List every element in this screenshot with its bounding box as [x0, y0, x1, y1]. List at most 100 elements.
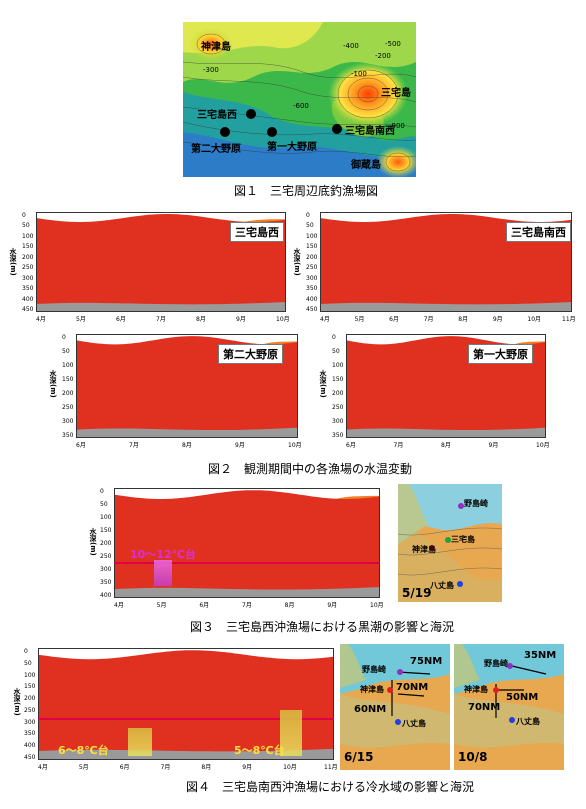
y-tick-label: 100	[306, 232, 318, 240]
miyake-nansei-marker	[332, 124, 342, 134]
x-tick-label: 11月	[562, 316, 576, 323]
y-tick-label: 200	[306, 253, 318, 261]
y-tick-label: 150	[62, 376, 74, 383]
panel-title: 三宅島南西	[506, 222, 571, 242]
y-tick-label: 200	[24, 695, 36, 703]
miyake-nishi-marker	[246, 109, 256, 119]
fig4-ocean-map-10-8: 野島崎 神津島 八丈島 35NM 50NM 70NM 10/8	[454, 644, 564, 770]
y-tick-label: 150	[332, 376, 344, 383]
y-tick-label: 100	[62, 362, 74, 369]
temperature-band	[36, 214, 286, 312]
temperature-section-svg	[76, 334, 298, 438]
contour-label-600: -600	[293, 102, 309, 110]
x-tick-label: 8月	[458, 316, 469, 323]
x-tick-label: 5月	[76, 316, 86, 323]
y-tick-label: 350	[24, 730, 36, 738]
cold-arrow-right	[280, 710, 302, 756]
x-tick-label: 9月	[235, 442, 245, 449]
x-tick-label: 4月	[320, 316, 330, 323]
x-tick-label: 7月	[242, 602, 252, 609]
fig2-panel-dai2: 水深(m) 第二大野原 0 50 100 150 200 250 300 350 6月 7月 8月 9…	[48, 330, 302, 452]
kuroshio-arrow	[154, 560, 172, 586]
map-hachijo: 八丈島	[516, 717, 540, 726]
plot-frame	[320, 212, 572, 312]
y-tick-label: 450	[306, 306, 318, 313]
section-plot	[36, 212, 286, 312]
y-tick-label: 150	[24, 683, 36, 691]
cold-arrow-left	[128, 728, 152, 756]
fig2-panel-miyake-nansei: 水深(m) 三宅島南西 0 50 100 150 200 250 300 350 400 450 4…	[292, 208, 578, 326]
x-tick-label: 9月	[236, 316, 246, 323]
contour-label-200: -200	[375, 52, 391, 60]
fig1-map-svg	[183, 22, 416, 177]
fig1-caption: 図１ 三宅周辺底釣漁場図	[234, 184, 379, 198]
y-tick-label: 300	[306, 274, 318, 282]
x-tick-label: 5月	[354, 316, 365, 323]
y-tick-label: 400	[100, 592, 112, 599]
fig3-section-panel: 水深(m) 10～12℃台 0 50 100 150 200 250 300 350 400 4月…	[84, 484, 384, 612]
y-tick-label: 400	[22, 295, 34, 303]
label-mikura: 御蔵島	[351, 160, 381, 171]
nm-label-1: 75NM	[410, 656, 443, 667]
plot-frame	[38, 648, 334, 760]
y-tick-label: 50	[62, 348, 70, 355]
y-tick-label: 250	[100, 553, 112, 560]
y-tick-label: 450	[22, 306, 34, 313]
fig4-map2-svg	[454, 644, 564, 770]
y-tick-label: 300	[332, 418, 344, 425]
map-kozu: 神津島	[464, 685, 488, 694]
x-tick-label: 11月	[324, 764, 338, 771]
fig4-caption: 図４ 三宅島南西沖漁場における冷水域の影響と海況	[186, 780, 475, 794]
nm-label-1: 35NM	[524, 650, 557, 661]
contour-label-500: -500	[385, 40, 401, 48]
contour-label-100: -100	[351, 70, 367, 78]
map-date: 6/15	[344, 750, 374, 764]
label-miyake-nansei: 三宅島南西	[345, 126, 395, 137]
seabed	[38, 748, 334, 760]
map-date: 5/19	[402, 586, 432, 600]
y-tick-label: 100	[24, 671, 36, 679]
fig3-map-svg	[398, 484, 502, 602]
y-tick-label: 300	[100, 566, 112, 573]
fig4-section-panel: 水深(m) 6～8℃台 5～8℃台 0 50 100 150 200 250 300 350 4…	[8, 644, 338, 772]
ylabel: 水深(m)	[49, 370, 57, 398]
y-tick-label: 350	[100, 579, 112, 586]
y-tick-label: 400	[306, 295, 318, 303]
map-nojimazaki: 野島崎	[464, 499, 488, 508]
x-tick-label: 6月	[116, 316, 126, 323]
contour-label-300: -300	[203, 66, 219, 74]
x-tick-label: 4月	[114, 602, 124, 609]
y-tick-label: 250	[62, 404, 74, 411]
y-tick-label: 50	[100, 501, 108, 508]
x-tick-label: 10月	[283, 764, 297, 771]
y-tick-label: 100	[100, 514, 112, 521]
section-plot	[76, 334, 298, 438]
x-tick-label: 10月	[536, 442, 550, 449]
x-tick-label: 7月	[393, 442, 404, 449]
panel-title: 三宅島西	[230, 222, 284, 242]
contour-label-900: -900	[389, 122, 405, 130]
fig4-ocean-map-6-15: 野島崎 神津島 八丈島 75NM 70NM 60NM 6/15	[340, 644, 450, 770]
x-tick-label: 8月	[182, 442, 192, 449]
x-tick-label: 8月	[441, 442, 451, 449]
x-tick-label: 9月	[242, 764, 253, 771]
map-kozu: 神津島	[360, 685, 384, 694]
temperature-section-svg	[38, 648, 334, 760]
fig2-panel-miyake-nishi: 水深(m) 三宅島西 0 50 100 150 200 250 300 350 400 450 4月…	[8, 208, 290, 326]
x-tick-label: 9月	[327, 602, 338, 609]
fig2-caption: 図２ 観測期間中の各漁場の水温変動	[208, 462, 413, 476]
fig4-map1-svg	[340, 644, 450, 770]
fig1-bathymetry-map: 神津島 三宅島 三宅島西 三宅島南西 第二大野原 第一大野原 御蔵島 -100 …	[183, 22, 416, 177]
x-tick-label: 7月	[129, 442, 139, 449]
seabed	[36, 302, 286, 312]
x-tick-label: 10月	[527, 316, 542, 323]
x-tick-label: 6月	[76, 442, 86, 449]
x-tick-label: 4月	[36, 316, 46, 323]
section-plot	[320, 212, 572, 312]
plot-frame	[76, 334, 298, 438]
nm-label-2: 70NM	[396, 682, 429, 693]
y-tick-label: 300	[62, 418, 74, 425]
contour-label-400: -400	[343, 42, 359, 50]
x-tick-label: 8月	[196, 316, 206, 323]
seabed	[320, 302, 572, 312]
